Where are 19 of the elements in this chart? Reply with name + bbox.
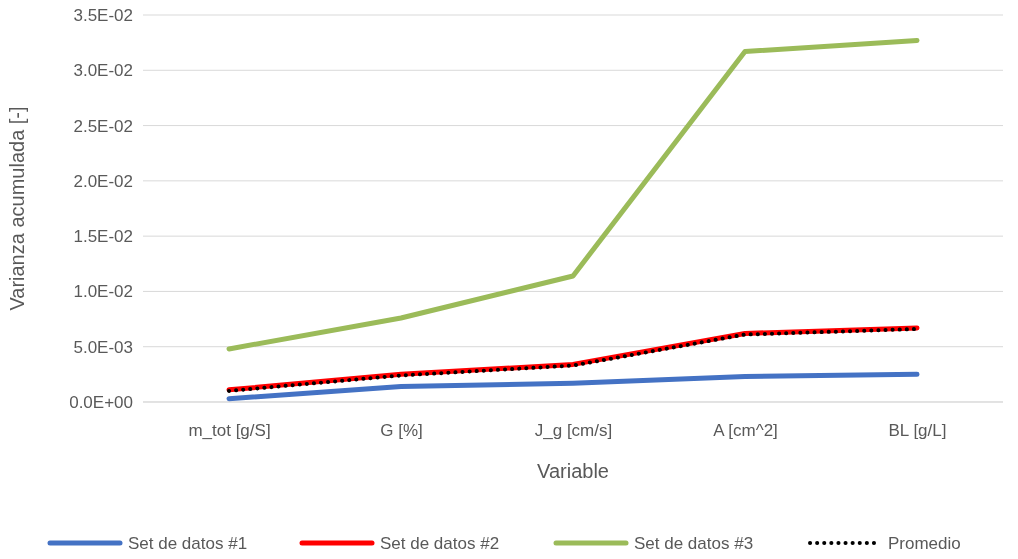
- y-axis-title: Varianza acumulada [-]: [6, 106, 28, 311]
- y-tick-label: 2.5E-02: [73, 116, 133, 136]
- legend-label: Set de datos #1: [128, 534, 248, 553]
- y-tick-label: 3.5E-02: [73, 5, 133, 25]
- y-tick-label: 0.0E+00: [69, 392, 133, 412]
- legend-label: Set de datos #3: [634, 534, 754, 553]
- y-tick-label: 1.0E-02: [73, 282, 133, 302]
- x-axis-title: Variable: [537, 460, 609, 482]
- y-tick-label: 5.0E-03: [73, 337, 133, 357]
- x-tick-label: m_tot [g/S]: [188, 421, 271, 441]
- y-tick-label: 1.5E-02: [73, 227, 133, 247]
- legend-label: Promedio: [888, 534, 961, 553]
- x-tick-label: G [%]: [380, 421, 423, 441]
- x-tick-label: BL [g/L]: [888, 421, 947, 441]
- y-tick-label: 2.0E-02: [73, 171, 133, 191]
- legend-label: Set de datos #2: [380, 534, 500, 553]
- x-tick-label: J_g [cm/s]: [534, 421, 613, 441]
- x-tick-label: A [cm^2]: [713, 421, 778, 441]
- y-tick-label: 3.0E-02: [73, 61, 133, 81]
